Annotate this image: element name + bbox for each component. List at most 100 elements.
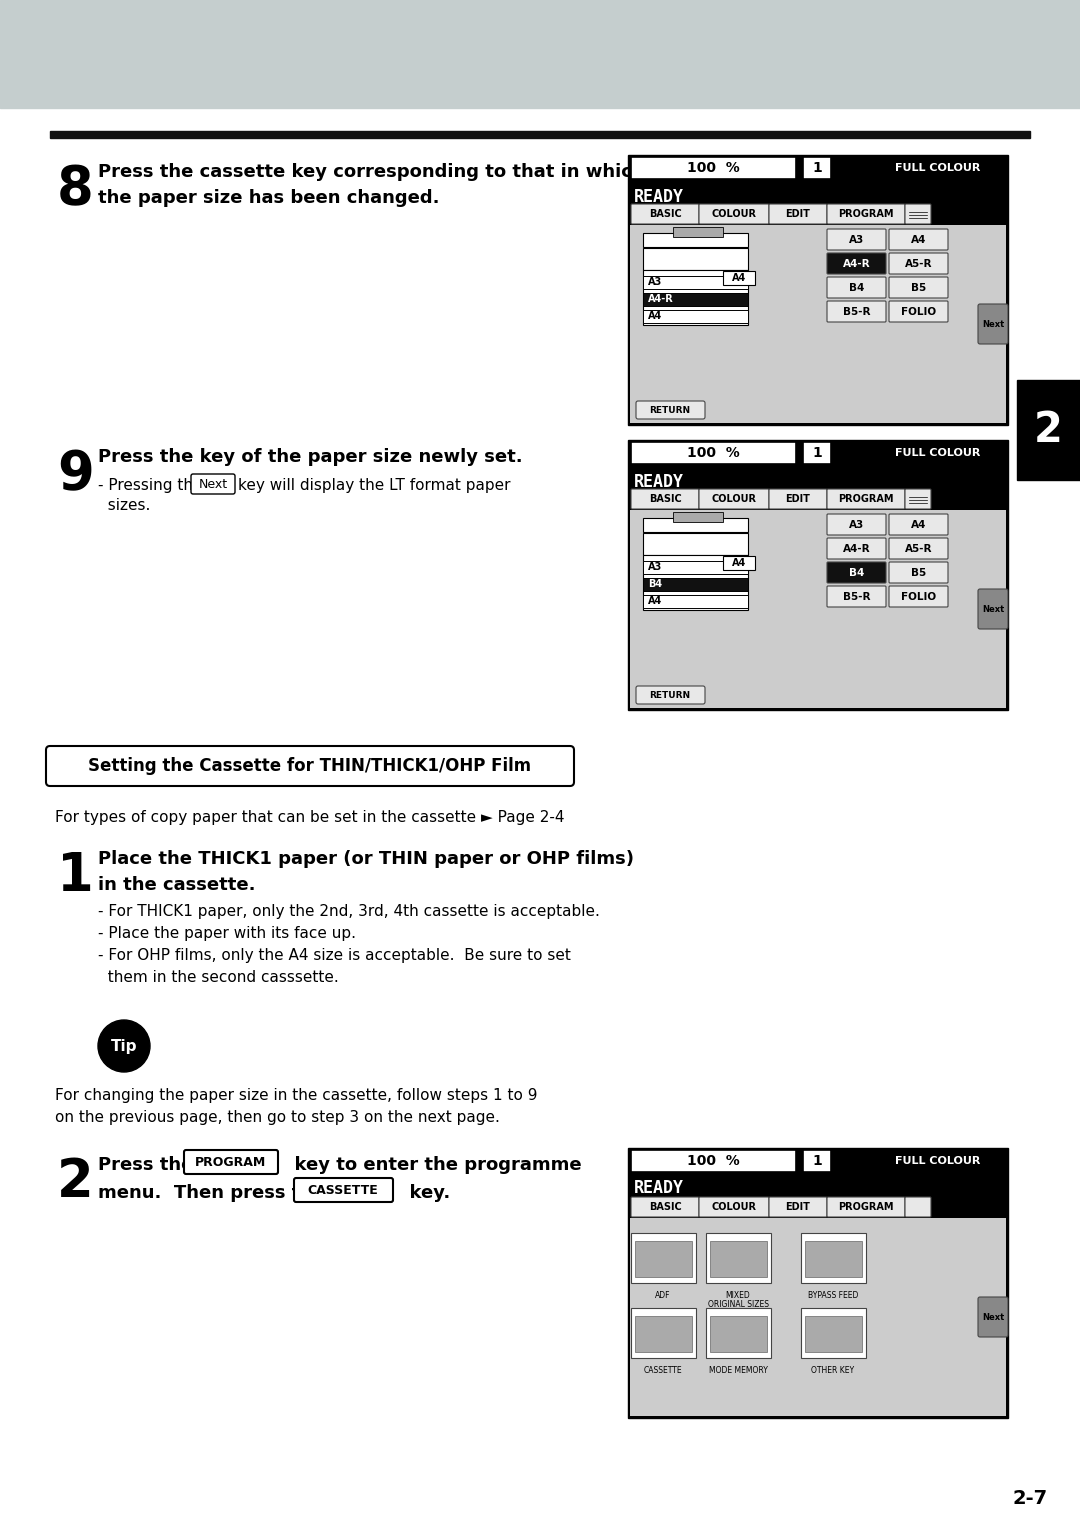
FancyBboxPatch shape xyxy=(889,586,948,607)
Text: RETURN: RETURN xyxy=(649,406,690,415)
FancyBboxPatch shape xyxy=(827,488,905,510)
Text: 100  %: 100 % xyxy=(687,162,740,175)
Bar xyxy=(627,156,1008,426)
Bar xyxy=(801,1233,866,1283)
Bar xyxy=(643,249,748,270)
Text: COLOUR: COLOUR xyxy=(712,494,756,504)
Text: FULL COLOUR: FULL COLOUR xyxy=(895,1157,981,1166)
Text: BASIC: BASIC xyxy=(649,494,681,504)
Text: MODE MEMORY: MODE MEMORY xyxy=(708,1366,768,1375)
Text: B5: B5 xyxy=(910,568,927,577)
Text: A4-R: A4-R xyxy=(842,543,870,554)
Text: Place the THICK1 paper (or THIN paper or OHP films): Place the THICK1 paper (or THIN paper or… xyxy=(98,850,634,868)
FancyBboxPatch shape xyxy=(905,488,931,510)
FancyBboxPatch shape xyxy=(905,1196,931,1218)
Text: A4-R: A4-R xyxy=(842,258,870,269)
Text: 2-7: 2-7 xyxy=(1012,1488,1048,1508)
FancyBboxPatch shape xyxy=(699,488,769,510)
Text: FULL COLOUR: FULL COLOUR xyxy=(895,163,981,172)
Text: A3: A3 xyxy=(849,519,864,530)
Text: Next: Next xyxy=(982,319,1004,328)
Text: 1: 1 xyxy=(57,850,94,902)
Bar xyxy=(723,555,755,571)
Bar xyxy=(805,1241,862,1277)
FancyBboxPatch shape xyxy=(978,304,1008,343)
Bar xyxy=(643,310,748,324)
Text: B5-R: B5-R xyxy=(842,307,870,316)
FancyBboxPatch shape xyxy=(889,514,948,536)
Text: 9: 9 xyxy=(57,449,94,501)
Text: EDIT: EDIT xyxy=(785,1202,810,1212)
Text: READY: READY xyxy=(634,473,684,491)
Text: A4: A4 xyxy=(648,311,662,320)
Text: A4: A4 xyxy=(732,273,746,282)
Text: BYPASS FEED: BYPASS FEED xyxy=(808,1291,859,1300)
FancyBboxPatch shape xyxy=(827,278,886,298)
Text: 1: 1 xyxy=(812,1154,822,1167)
FancyBboxPatch shape xyxy=(631,204,699,224)
FancyBboxPatch shape xyxy=(769,488,827,510)
Text: B4: B4 xyxy=(849,282,864,293)
Bar xyxy=(0,0,1080,108)
Bar xyxy=(643,276,748,288)
Text: A4-R: A4-R xyxy=(648,295,674,304)
Bar xyxy=(710,1241,767,1277)
Circle shape xyxy=(98,1019,150,1071)
Text: A4: A4 xyxy=(910,519,927,530)
Bar xyxy=(804,157,831,179)
Text: PROGRAM: PROGRAM xyxy=(838,209,894,220)
Bar xyxy=(631,157,796,179)
Text: BASIC: BASIC xyxy=(649,209,681,220)
Text: B4: B4 xyxy=(849,568,864,577)
Bar xyxy=(643,270,748,325)
Text: CASSETTE: CASSETTE xyxy=(644,1366,683,1375)
FancyBboxPatch shape xyxy=(184,1151,278,1173)
Bar xyxy=(643,555,748,610)
FancyBboxPatch shape xyxy=(294,1178,393,1202)
Bar xyxy=(801,1308,866,1358)
Bar xyxy=(643,293,748,307)
Text: READY: READY xyxy=(634,188,684,206)
Bar xyxy=(631,1151,796,1172)
Text: PROGRAM: PROGRAM xyxy=(838,494,894,504)
FancyBboxPatch shape xyxy=(699,1196,769,1218)
Text: - Pressing the: - Pressing the xyxy=(98,478,203,493)
FancyBboxPatch shape xyxy=(827,1196,905,1218)
Bar xyxy=(635,1315,692,1352)
Bar xyxy=(630,224,1005,423)
Text: COLOUR: COLOUR xyxy=(712,209,756,220)
Bar xyxy=(804,443,831,464)
FancyBboxPatch shape xyxy=(631,1196,699,1218)
Bar xyxy=(635,1241,692,1277)
Text: ORIGINAL SIZES: ORIGINAL SIZES xyxy=(707,1300,769,1309)
Bar xyxy=(643,562,748,574)
Text: For types of copy paper that can be set in the cassette ► Page 2-4: For types of copy paper that can be set … xyxy=(55,810,565,826)
Bar xyxy=(706,1308,771,1358)
Text: menu.  Then press the: menu. Then press the xyxy=(98,1184,338,1202)
FancyBboxPatch shape xyxy=(889,278,948,298)
Text: sizes.: sizes. xyxy=(98,497,150,513)
Text: 100  %: 100 % xyxy=(687,446,740,459)
Text: in the cassette.: in the cassette. xyxy=(98,876,256,894)
Bar xyxy=(627,1148,1008,1418)
Text: Press the key of the paper size newly set.: Press the key of the paper size newly se… xyxy=(98,449,523,465)
Text: A3: A3 xyxy=(849,235,864,244)
Text: 100  %: 100 % xyxy=(687,1154,740,1167)
FancyBboxPatch shape xyxy=(827,562,886,583)
Text: them in the second casssette.: them in the second casssette. xyxy=(98,971,339,984)
Text: B5-R: B5-R xyxy=(842,592,870,601)
Text: - For THICK1 paper, only the 2nd, 3rd, 4th cassette is acceptable.: - For THICK1 paper, only the 2nd, 3rd, 4… xyxy=(98,903,599,919)
Text: 8: 8 xyxy=(57,163,94,215)
FancyBboxPatch shape xyxy=(636,401,705,420)
Text: Next: Next xyxy=(982,1312,1004,1322)
Text: FULL COLOUR: FULL COLOUR xyxy=(895,449,981,458)
FancyBboxPatch shape xyxy=(699,204,769,224)
Text: FOLIO: FOLIO xyxy=(901,307,936,316)
Text: BASIC: BASIC xyxy=(649,1202,681,1212)
FancyBboxPatch shape xyxy=(631,488,699,510)
FancyBboxPatch shape xyxy=(769,204,827,224)
Text: OTHER KEY: OTHER KEY xyxy=(811,1366,854,1375)
FancyBboxPatch shape xyxy=(889,539,948,559)
Text: 1: 1 xyxy=(812,446,822,459)
Text: 2: 2 xyxy=(57,1157,94,1209)
